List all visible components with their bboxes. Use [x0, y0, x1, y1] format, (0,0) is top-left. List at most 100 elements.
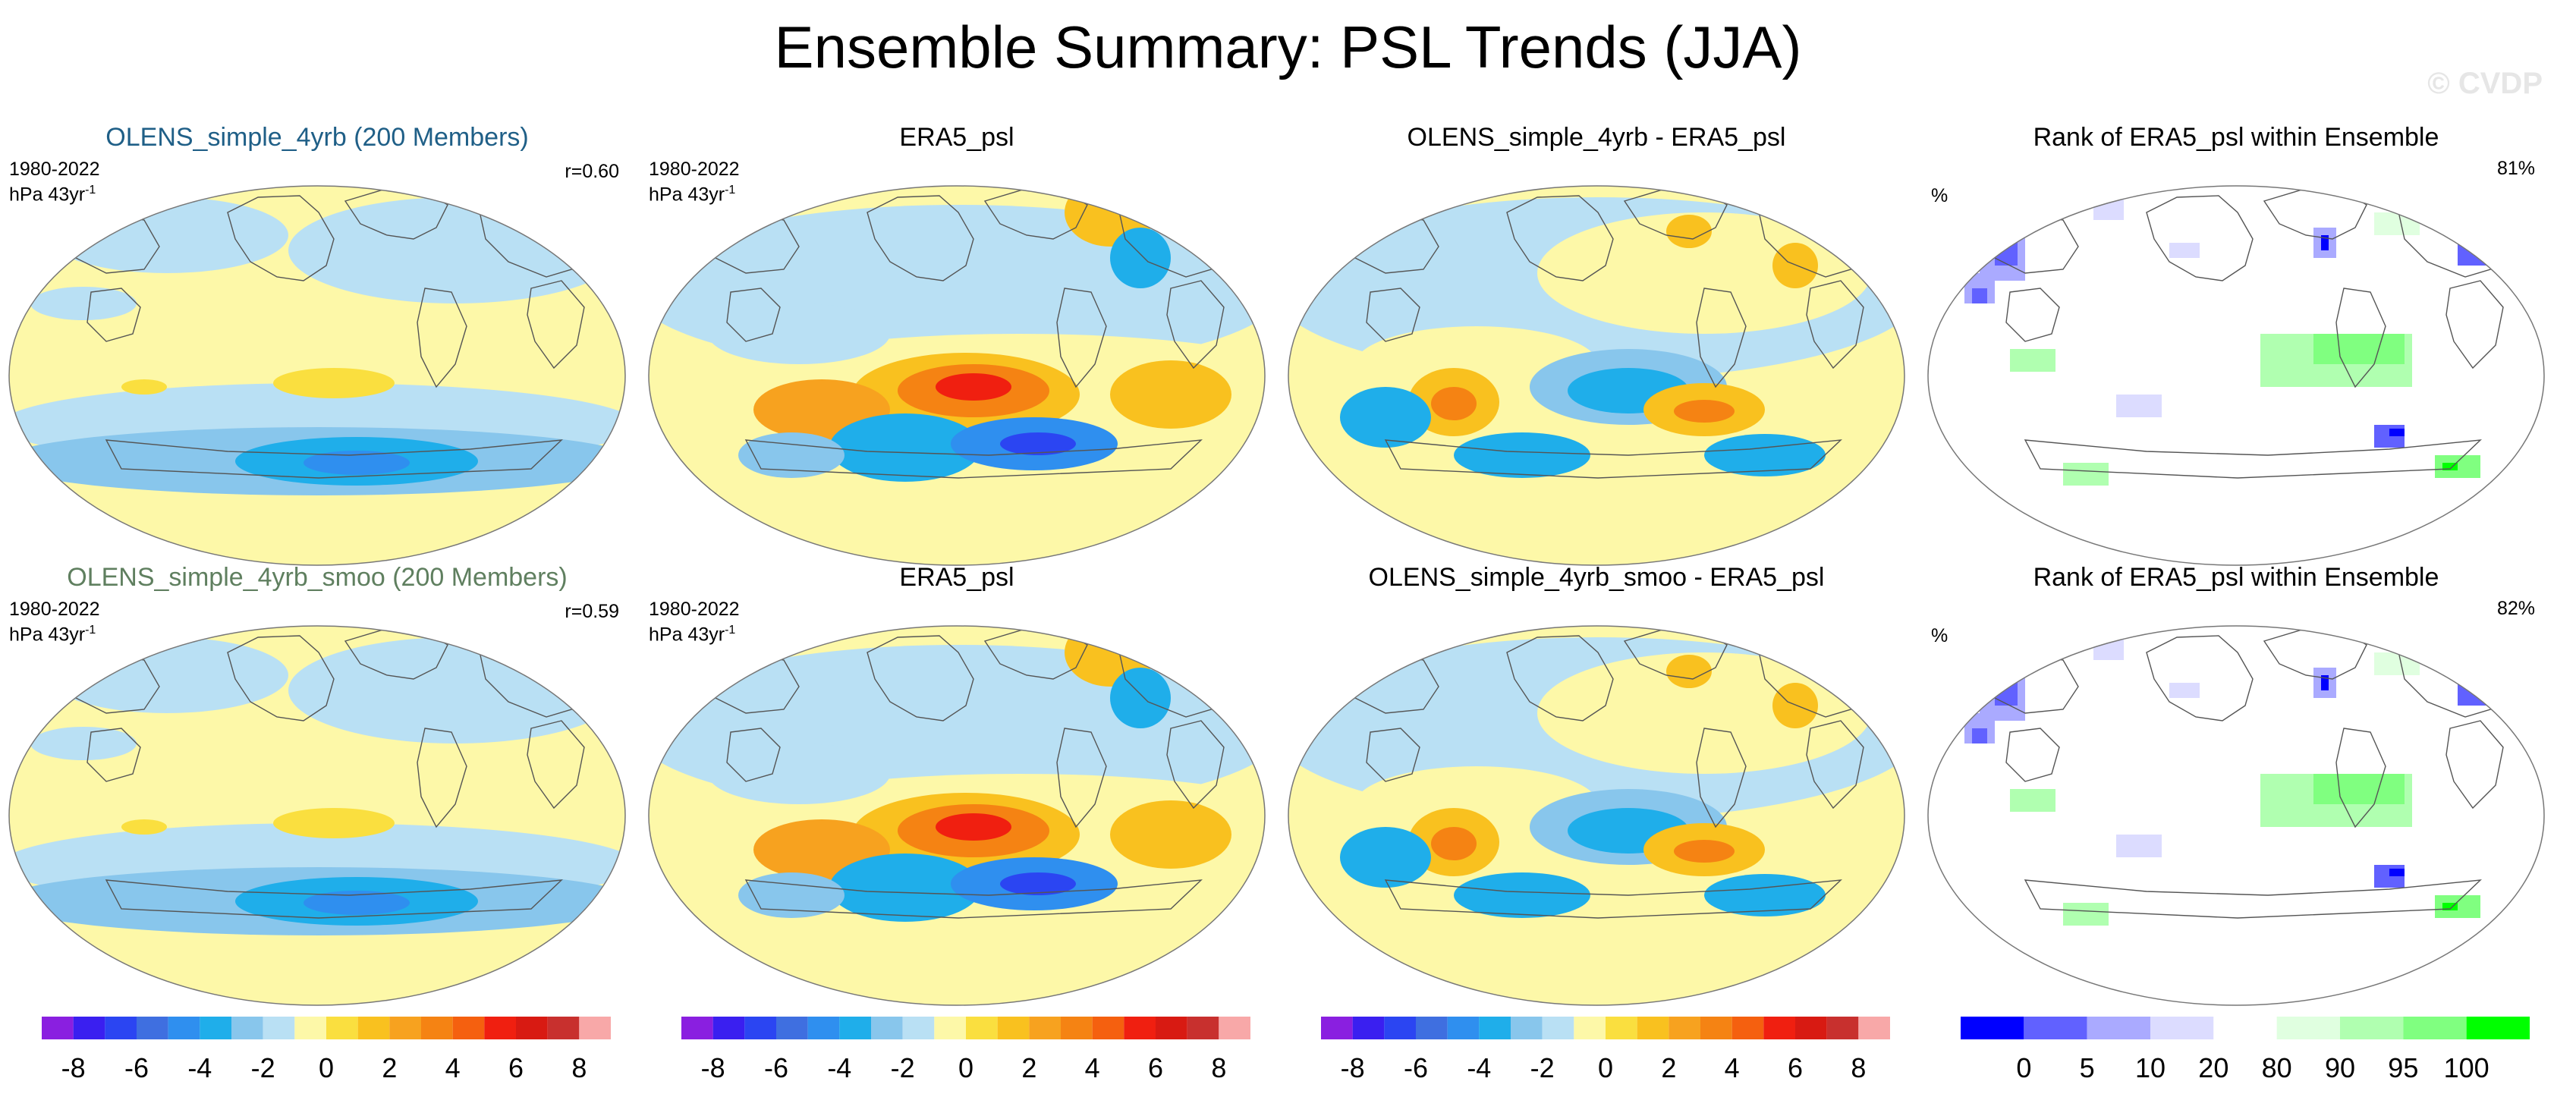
colorbar-swatch — [200, 1017, 231, 1039]
colorbar-tick-label: -8 — [701, 1052, 725, 1083]
panel-model-row1: OLENS_simple_4yrb (200 Members) 1980-202… — [0, 115, 634, 566]
colorbar-tick-label: 8 — [571, 1052, 587, 1083]
colorbar-swatch — [326, 1017, 358, 1039]
colorbar-swatch — [2150, 1017, 2214, 1039]
trend-colorbar-2: -8 -6 -4 -2 0 2 4 6 8 — [681, 1017, 1250, 1083]
colorbar-tick-label: 6 — [508, 1052, 524, 1083]
colorbar-swatch — [357, 1017, 390, 1039]
colorbar-tick-label: 8 — [1851, 1052, 1866, 1083]
panel-title: ERA5_psl — [899, 123, 1014, 152]
colorbar-swatch — [1479, 1017, 1511, 1039]
panel-rank-row1: Rank of ERA5_psl within Ensemble % 81% — [1919, 115, 2553, 566]
coastlines — [1979, 189, 2519, 479]
colorbar-tick-label: 0 — [958, 1052, 973, 1083]
panel-title: Rank of ERA5_psl within Ensemble — [2033, 123, 2439, 152]
colorbar-swatch — [1826, 1017, 1859, 1039]
map-field — [1928, 186, 2544, 565]
colorbar-swatch — [1574, 1017, 1606, 1039]
colorbar-swatch — [1321, 1017, 1353, 1039]
map-field — [1288, 186, 1904, 565]
colorbar-swatch — [1669, 1017, 1700, 1039]
colorbar-tick-label: -6 — [124, 1052, 149, 1083]
panel-title: OLENS_simple_4yrb_smoo (200 Members) — [67, 563, 568, 592]
colorbar-tick-label: 4 — [1725, 1052, 1740, 1083]
colorbar-tick-label: -8 — [1341, 1052, 1365, 1083]
colorbar-tick-label: 0 — [2016, 1052, 2031, 1083]
colorbar-swatch — [1511, 1017, 1543, 1039]
colorbar-tick-label: 95 — [2388, 1052, 2418, 1083]
colorbar-swatch — [42, 1017, 74, 1039]
map — [1927, 625, 2545, 1006]
colorbar-tick-label: 0 — [319, 1052, 334, 1083]
colorbar-swatch — [484, 1017, 516, 1039]
panel-diff-row2: OLENS_simple_4yrb_smoo - ERA5_psl — [1279, 555, 1914, 1006]
colorbar-swatch — [1416, 1017, 1448, 1039]
panel-units: hPa 43yr-1 — [649, 624, 736, 646]
colorbar-tick-label: -2 — [891, 1052, 915, 1083]
colorbar-swatch — [807, 1017, 840, 1039]
colorbar-swatch — [1124, 1017, 1156, 1039]
colorbar-tick-label: 5 — [2080, 1052, 2095, 1083]
colorbar-swatch — [2466, 1017, 2530, 1039]
colorbar-swatch — [105, 1017, 137, 1039]
map — [8, 625, 626, 1006]
colorbar-tick-label: 8 — [1211, 1052, 1226, 1083]
colorbar-tick-label: -4 — [187, 1052, 212, 1083]
colorbar-tick-label: -4 — [827, 1052, 851, 1083]
trend-colorbar-1: -8 -6 -4 -2 0 2 4 6 8 — [42, 1017, 611, 1083]
percent-label: % — [1931, 625, 1949, 646]
map-field — [1928, 626, 2544, 1005]
panel-years: 1980-2022 — [649, 159, 740, 180]
panel-title: OLENS_simple_4yrb (200 Members) — [105, 123, 529, 152]
pattern-correlation: r=0.59 — [565, 601, 619, 622]
coastlines — [1339, 189, 1879, 479]
colorbar-swatch — [839, 1017, 871, 1039]
map-field — [649, 626, 1265, 1005]
colorbar-tick-label: 6 — [1148, 1052, 1163, 1083]
panel-units: hPa 43yr-1 — [9, 624, 96, 646]
colorbar-swatch — [1187, 1017, 1219, 1039]
colorbar-swatch — [712, 1017, 745, 1039]
colorbar-swatch — [776, 1017, 808, 1039]
colorbar-swatch — [1700, 1017, 1732, 1039]
panel-model-row2: OLENS_simple_4yrb_smoo (200 Members) 198… — [0, 555, 634, 1006]
colorbar-swatch — [294, 1017, 326, 1039]
colorbar-swatch — [997, 1017, 1030, 1039]
colorbar-swatch — [1384, 1017, 1416, 1039]
colorbar-swatch — [871, 1017, 903, 1039]
colorbar-swatch — [2213, 1017, 2277, 1039]
colorbar-tick-label: 10 — [2135, 1052, 2166, 1083]
panel-title: OLENS_simple_4yrb - ERA5_psl — [1407, 123, 1786, 152]
pattern-correlation: r=0.60 — [565, 161, 619, 182]
colorbar-tick-label: 20 — [2198, 1052, 2228, 1083]
colorbar-swatch — [73, 1017, 105, 1039]
panel-units: hPa 43yr-1 — [9, 184, 96, 206]
rank-colorbar: 0 5 10 20 80 90 95 100 — [1961, 1017, 2530, 1083]
colorbar-tick-label: 4 — [445, 1052, 461, 1083]
panel-obs-row1: ERA5_psl 1980-2022 hPa 43yr-1 — [640, 115, 1274, 566]
colorbar-tick-label: -6 — [1404, 1052, 1428, 1083]
rank-percent: 82% — [2496, 598, 2535, 619]
colorbar-swatch — [934, 1017, 966, 1039]
panel-title: ERA5_psl — [899, 563, 1014, 592]
colorbar-swatch — [1061, 1017, 1093, 1039]
panel-rank-row2: Rank of ERA5_psl within Ensemble % 82% — [1919, 555, 2553, 1006]
colorbar-swatch — [1352, 1017, 1385, 1039]
map-field — [649, 186, 1265, 565]
map — [8, 185, 626, 566]
colorbar-swatch — [1156, 1017, 1187, 1039]
colorbar-swatch — [1029, 1017, 1061, 1039]
colorbar-tick-label: 2 — [1661, 1052, 1676, 1083]
colorbar-swatch — [168, 1017, 200, 1039]
trend-colorbar-3: -8 -6 -4 -2 0 2 4 6 8 — [1321, 1017, 1890, 1083]
colorbar-swatch — [137, 1017, 168, 1039]
colorbar-tick-label: -4 — [1467, 1052, 1491, 1083]
colorbar-swatch — [452, 1017, 485, 1039]
colorbar-swatch — [2087, 1017, 2150, 1039]
colorbar-swatch — [1542, 1017, 1574, 1039]
colorbar-swatch — [421, 1017, 453, 1039]
percent-label: % — [1931, 185, 1949, 206]
colorbar-tick-label: 2 — [1021, 1052, 1036, 1083]
panel-diff-row1: OLENS_simple_4yrb - ERA5_psl — [1279, 115, 1914, 566]
colorbar-swatch — [389, 1017, 421, 1039]
